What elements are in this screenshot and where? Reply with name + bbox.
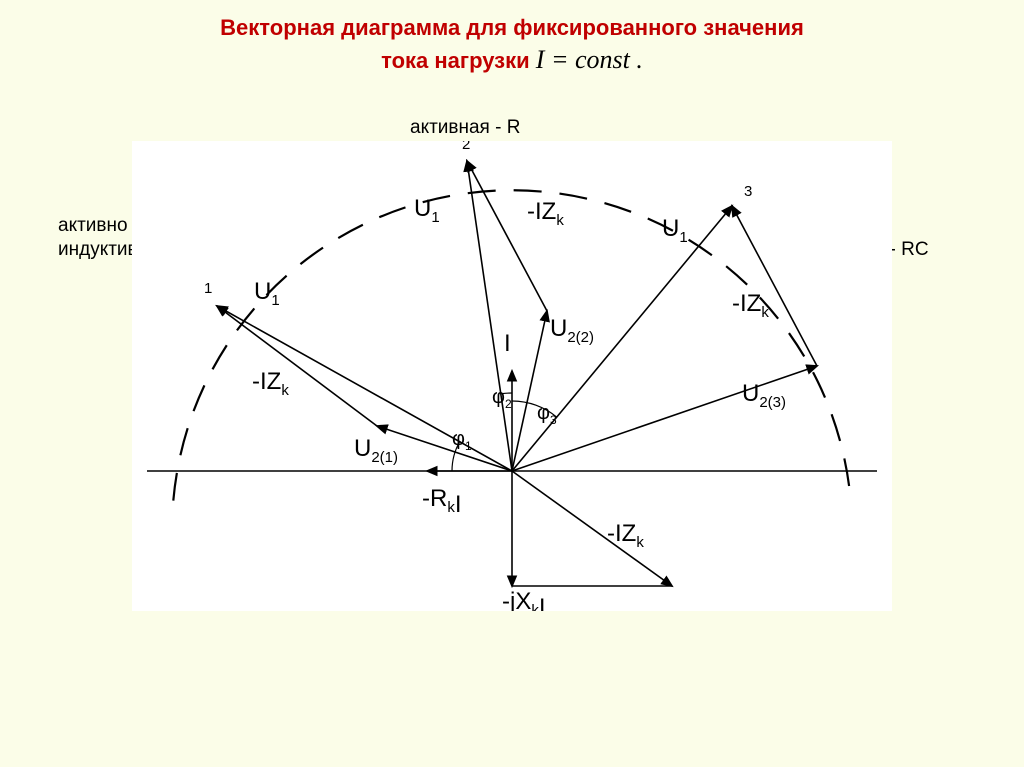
title-line2-prefix: тока нагрузки	[381, 48, 536, 73]
svg-text:U1: U1	[254, 278, 280, 309]
formula-const: const	[575, 45, 630, 74]
svg-text:-jXkI: -jXkI	[502, 588, 546, 611]
svg-text:-IZk: -IZk	[732, 290, 769, 321]
svg-text:1: 1	[204, 280, 212, 297]
svg-text:U2(1): U2(1)	[354, 435, 398, 466]
svg-text:3: 3	[744, 183, 752, 200]
svg-text:U1: U1	[662, 215, 688, 246]
svg-text:2: 2	[462, 141, 470, 153]
title-formula: I = const .	[536, 45, 643, 74]
formula-eq: =	[544, 45, 575, 74]
svg-text:I: I	[504, 330, 511, 357]
svg-text:-IZk: -IZk	[252, 368, 289, 399]
diagram-svg: I1U1U2(1)-IZk2U1U2(2)-IZk3U1U2(3)-IZk-Rk…	[132, 141, 892, 611]
svg-text:-IZk: -IZk	[527, 198, 564, 229]
label-rl-line1: активно –	[58, 215, 143, 236]
title-line1: Векторная диаграмма для фиксированного з…	[220, 15, 804, 40]
label-active-r: активная - R	[410, 116, 520, 140]
formula-dot: .	[630, 45, 643, 74]
svg-text:φ3: φ3	[537, 402, 557, 427]
vector-diagram: I1U1U2(1)-IZk2U1U2(2)-IZk3U1U2(3)-IZk-Rk…	[132, 141, 892, 611]
svg-text:U2(2): U2(2)	[550, 315, 594, 346]
svg-text:-IZk: -IZk	[607, 520, 644, 551]
svg-text:φ1: φ1	[452, 428, 472, 453]
svg-text:-RkI: -RkI	[422, 485, 462, 518]
svg-text:φ2: φ2	[492, 386, 512, 411]
page-title: Векторная диаграмма для фиксированного з…	[0, 0, 1024, 76]
